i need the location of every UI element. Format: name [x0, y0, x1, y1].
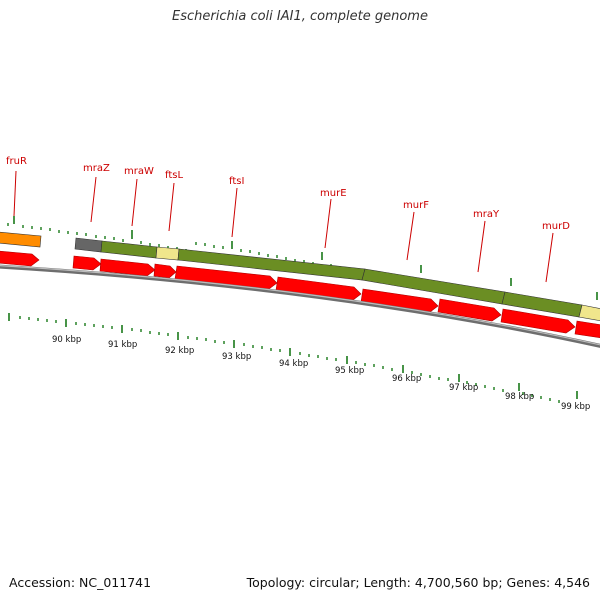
kbp-label: 92 kbp — [165, 346, 194, 356]
kbp-label: 93 kbp — [222, 352, 251, 362]
gene-label-mraW: mraW — [124, 166, 154, 177]
callout-fruR — [13, 170, 17, 217]
accession-text: Accession: NC_011741 — [9, 575, 152, 590]
feature-bar — [0, 231, 600, 321]
cds-arrow — [437, 298, 502, 322]
callout-mraY — [477, 220, 486, 273]
feature-segment-pale-1 — [155, 246, 180, 261]
lower-tick-row — [8, 313, 578, 403]
genome-backbone-highlight — [0, 265, 600, 346]
kbp-label: 96 kbp — [392, 374, 421, 384]
kbp-label: 99 kbp — [561, 402, 590, 412]
kbp-scale-labels: 90 kbp 91 kbp 92 kbp 93 kbp 94 kbp 95 kb… — [52, 335, 590, 412]
feature-segment-pale-2 — [578, 304, 600, 321]
gene-label-ftsL: ftsL — [165, 170, 183, 181]
kbp-label: 94 kbp — [279, 359, 308, 369]
genome-title: Escherichia coli IAI1, complete genome — [172, 9, 428, 24]
gene-label-fruR: fruR — [6, 156, 27, 167]
callout-murD — [545, 232, 554, 283]
cds-arrow — [153, 263, 177, 279]
cds-arrow — [0, 250, 40, 267]
callout-ftsI — [231, 187, 238, 238]
cds-arrow — [574, 320, 600, 339]
gene-labels: fruR mraZ mraW ftsL ftsI murE murF mraY … — [6, 156, 570, 232]
gene-label-murF: murF — [403, 200, 429, 211]
gene-callouts — [13, 170, 554, 283]
gene-label-mraY: mraY — [473, 209, 500, 220]
kbp-label: 97 kbp — [449, 383, 478, 393]
cds-arrow — [500, 308, 576, 334]
cds-arrow — [174, 265, 278, 290]
cds-arrow — [72, 255, 102, 271]
kbp-label: 95 kbp — [335, 366, 364, 376]
feature-segment-green-1 — [100, 240, 158, 259]
genome-backbone — [0, 264, 600, 348]
kbp-label: 91 kbp — [108, 340, 137, 350]
kbp-label: 98 kbp — [505, 392, 534, 402]
callout-mraW — [131, 178, 138, 227]
feature-segment-orange — [0, 231, 42, 248]
gene-label-ftsI: ftsI — [229, 176, 244, 187]
cds-arrow — [275, 276, 362, 301]
cds-arrow — [360, 288, 439, 313]
callout-ftsL — [168, 182, 175, 232]
gene-label-murE: murE — [320, 188, 347, 199]
major-ticks-bottom — [8, 313, 578, 399]
cds-arrows — [0, 250, 600, 339]
callout-murE — [324, 198, 332, 249]
gene-label-mraZ: mraZ — [83, 163, 110, 174]
callout-murF — [406, 211, 415, 261]
gene-label-murD: murD — [542, 221, 570, 232]
major-ticks-top — [13, 216, 598, 300]
callout-mraZ — [90, 176, 97, 223]
feature-segment-gray — [74, 237, 103, 253]
cds-arrow — [99, 258, 156, 277]
minor-ticks-bottom — [19, 316, 560, 403]
kbp-label: 90 kbp — [52, 335, 81, 345]
genome-summary-text: Topology: circular; Length: 4,700,560 bp… — [246, 575, 590, 590]
